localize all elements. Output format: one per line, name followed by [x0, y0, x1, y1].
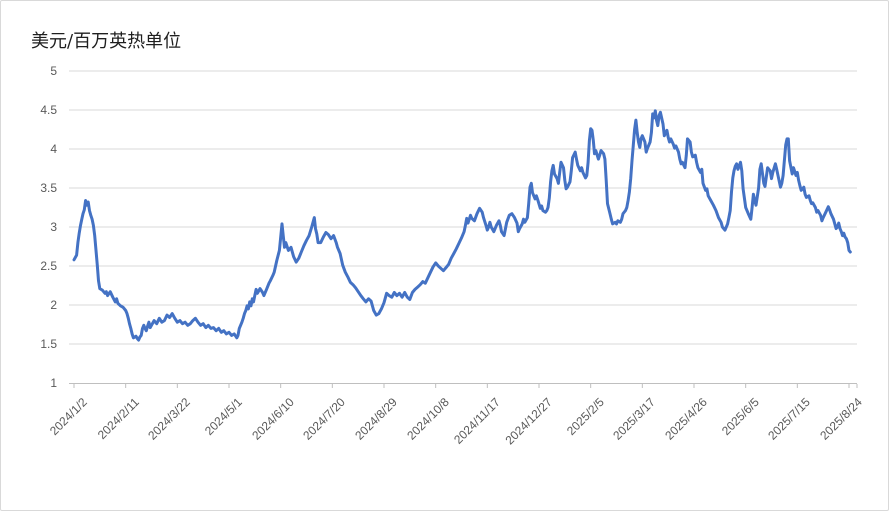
y-axis-label: 3.5 [40, 181, 57, 195]
y-axis-label: 2 [50, 298, 57, 312]
x-axis-label: 2025/8/24 [817, 395, 865, 443]
y-axis-label: 3 [50, 220, 57, 234]
y-axis-label: 4 [50, 142, 57, 156]
chart-title: 美元/百万英热单位 [31, 31, 182, 52]
y-axis-label: 1 [50, 376, 57, 390]
y-axis-label: 5 [50, 64, 57, 78]
price-line [72, 109, 852, 342]
y-axis-label: 4.5 [40, 103, 57, 117]
y-axis-label: 2.5 [40, 259, 57, 273]
y-axis-label: 1.5 [40, 337, 57, 351]
